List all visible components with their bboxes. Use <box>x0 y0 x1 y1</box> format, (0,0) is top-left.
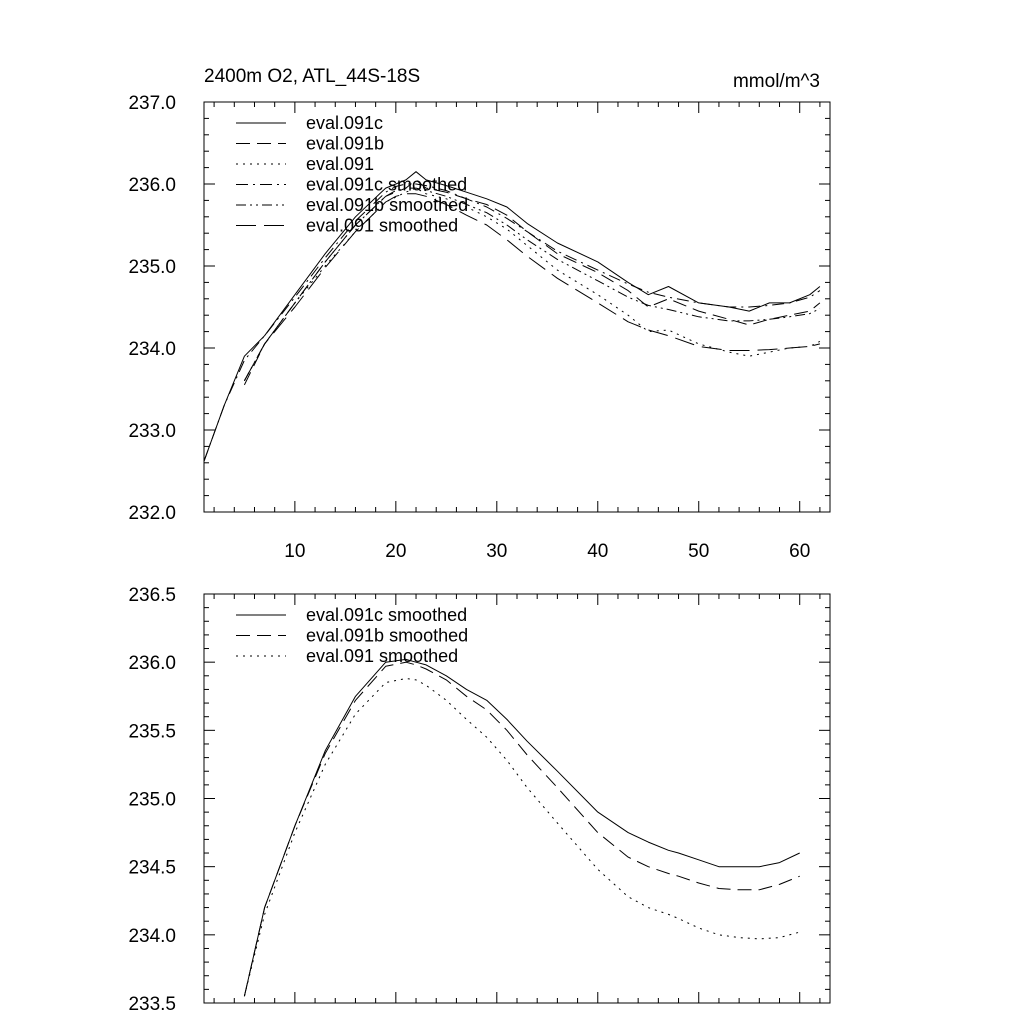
x-tick-label: 10 <box>284 541 305 562</box>
legend-label: eval.091b smoothed <box>306 626 468 646</box>
y-tick-label: 233.0 <box>128 421 176 442</box>
series-line-6 <box>243 193 821 382</box>
x-tick-label: 60 <box>789 541 810 562</box>
legend-label: eval.091b <box>306 134 384 154</box>
legend-label: eval.091c <box>306 113 383 133</box>
y-tick-label: 236.0 <box>128 175 176 196</box>
series-line-1 <box>243 658 800 997</box>
legend-label: eval.091 <box>306 154 374 174</box>
y-tick-label: 233.5 <box>128 994 176 1015</box>
y-tick-label: 232.0 <box>128 503 176 524</box>
legend-label: eval.091c smoothed <box>306 175 467 195</box>
y-tick-label: 235.0 <box>128 257 176 278</box>
chart-title: 2400m O2, ATL_44S-18S <box>204 66 420 87</box>
y-tick-label: 235.0 <box>128 790 176 811</box>
y-tick-label: 236.0 <box>128 653 176 674</box>
bottom-panel: 233.5 234.0 234.5 235.0 235.5 236.0 236.5 eval.… <box>128 585 831 1015</box>
series-line-5 <box>243 187 821 382</box>
top-panel: 2400m O2, ATL_44S-18S mmol/m^3 10 20 30 40 5… <box>128 66 831 562</box>
y-tick-label: 234.0 <box>128 339 176 360</box>
series-line-1 <box>203 171 821 462</box>
y-tick-label: 236.5 <box>128 585 176 606</box>
x-tick-label: 30 <box>486 541 507 562</box>
series-line-2 <box>243 661 800 997</box>
y-tick-label: 237.0 <box>128 93 176 114</box>
plot-frame <box>203 593 831 1004</box>
legend-label: eval.091 smoothed <box>306 646 458 666</box>
legend-label: eval.091c smoothed <box>306 605 467 625</box>
legend-label: eval.091b smoothed <box>306 195 468 215</box>
x-tick-label: 50 <box>688 541 709 562</box>
series-line-2 <box>243 179 821 386</box>
y-tick-label: 234.0 <box>128 926 176 947</box>
y-tick-label: 234.5 <box>128 858 176 879</box>
x-tick-label: 40 <box>587 541 608 562</box>
x-tick-label: 20 <box>385 541 406 562</box>
y-tick-label: 235.5 <box>128 721 176 742</box>
series-line-4 <box>203 183 821 462</box>
legend-label: eval.091 smoothed <box>306 216 458 236</box>
series-line-3 <box>243 678 800 997</box>
chart-units: mmol/m^3 <box>733 71 820 92</box>
